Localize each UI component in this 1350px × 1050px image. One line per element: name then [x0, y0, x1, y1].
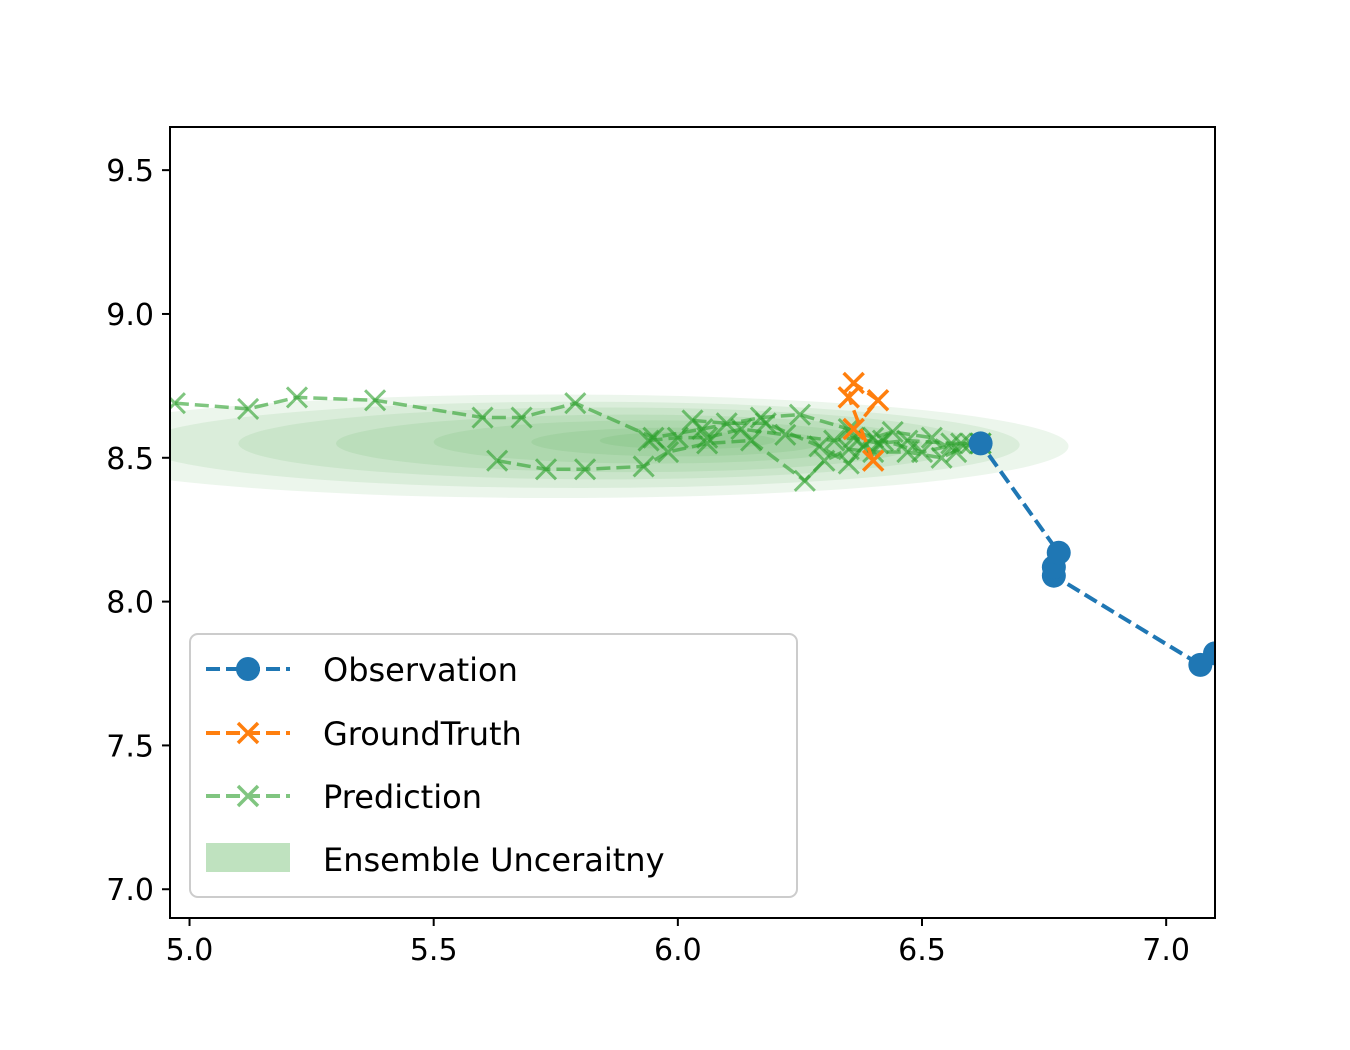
- prediction-point: [774, 423, 797, 446]
- prediction-point: [666, 426, 689, 449]
- y-tick-label: 7.0: [106, 873, 154, 908]
- prediction-point: [930, 446, 953, 469]
- prediction-layer: [170, 386, 992, 492]
- prediction-point: [681, 409, 704, 432]
- prediction-point: [170, 392, 186, 415]
- prediction-point: [793, 469, 816, 492]
- uncertainty-ellipse: [433, 420, 874, 464]
- legend-prediction-label: Prediction: [323, 778, 482, 816]
- legend-uncertainty-swatch: [206, 843, 290, 872]
- uncertainty-ellipse: [238, 407, 971, 480]
- prediction-point: [632, 455, 655, 478]
- prediction-point: [823, 429, 846, 452]
- x-axis: 5.0 5.5 6.0 6.5 7.0: [166, 918, 1190, 968]
- prediction-point: [471, 406, 494, 429]
- plot-frame: [169, 126, 1216, 919]
- legend: Observation GroundTruth Prediction Ensem…: [189, 633, 798, 898]
- legend-entry-prediction: [206, 784, 290, 808]
- x-tick-label: 7.0: [1142, 933, 1190, 968]
- prediction-line: [174, 395, 958, 454]
- legend-groundtruth-marker: [236, 721, 260, 745]
- prediction-point: [637, 429, 660, 452]
- legend-entry-groundtruth: GroundTruth: [206, 715, 522, 753]
- prediction-point: [574, 458, 597, 481]
- observation-line: [978, 442, 1215, 668]
- prediction-point: [867, 432, 890, 455]
- prediction-point: [534, 458, 558, 481]
- x-tick-label: 5.5: [410, 933, 458, 968]
- prediction-point: [910, 440, 934, 464]
- prediction-point: [364, 389, 387, 412]
- legend-observation-marker: [236, 657, 260, 681]
- y-tick-label: 7.5: [106, 729, 154, 764]
- legend-uncertainty-label: Ensemble Unceraitny: [323, 841, 665, 879]
- prediction-line: [496, 438, 972, 484]
- groundtruth-point: [861, 449, 885, 472]
- prediction-point: [837, 452, 860, 475]
- prediction-point: [696, 426, 719, 449]
- prediction-point: [940, 432, 963, 455]
- prediction-point: [788, 403, 811, 426]
- x-tick-label: 5.0: [166, 933, 214, 968]
- plot-area: [170, 371, 1215, 677]
- legend-entry-observation: Observation: [206, 651, 518, 689]
- prediction-point: [564, 392, 587, 415]
- groundtruth-point: [842, 371, 865, 395]
- groundtruth-point: [842, 417, 865, 441]
- prediction-point: [657, 440, 680, 464]
- y-axis: 7.0 7.5 8.0 8.5 9.0 9.5: [106, 154, 170, 908]
- y-tick-label: 9.5: [106, 154, 154, 189]
- prediction-point: [237, 397, 260, 420]
- prediction-point: [920, 426, 943, 449]
- legend-prediction-marker: [236, 784, 260, 808]
- observation-point: [1188, 652, 1213, 677]
- observation-point: [1046, 540, 1071, 565]
- prediction-point: [730, 417, 753, 441]
- prediction-point: [486, 449, 509, 472]
- y-tick-label: 8.0: [106, 586, 154, 621]
- observation-point: [968, 431, 993, 456]
- groundtruth-point: [866, 389, 890, 412]
- x-tick-label: 6.0: [654, 933, 702, 968]
- prediction-point: [950, 432, 973, 455]
- prediction-point: [896, 429, 919, 452]
- y-tick-label: 8.5: [106, 442, 154, 477]
- prediction-point: [510, 406, 533, 429]
- legend-entry-uncertainty: Ensemble Unceraitny: [206, 841, 665, 879]
- y-tick-label: 9.0: [106, 298, 154, 333]
- legend-frame: [189, 633, 798, 898]
- observation-layer: [968, 431, 1215, 677]
- x-tick-label: 6.5: [898, 933, 946, 968]
- legend-observation-label: Observation: [323, 651, 518, 689]
- legend-groundtruth-label: GroundTruth: [323, 715, 522, 753]
- groundtruth-layer: [837, 371, 890, 472]
- prediction-point: [285, 386, 309, 409]
- groundtruth-point: [837, 386, 860, 409]
